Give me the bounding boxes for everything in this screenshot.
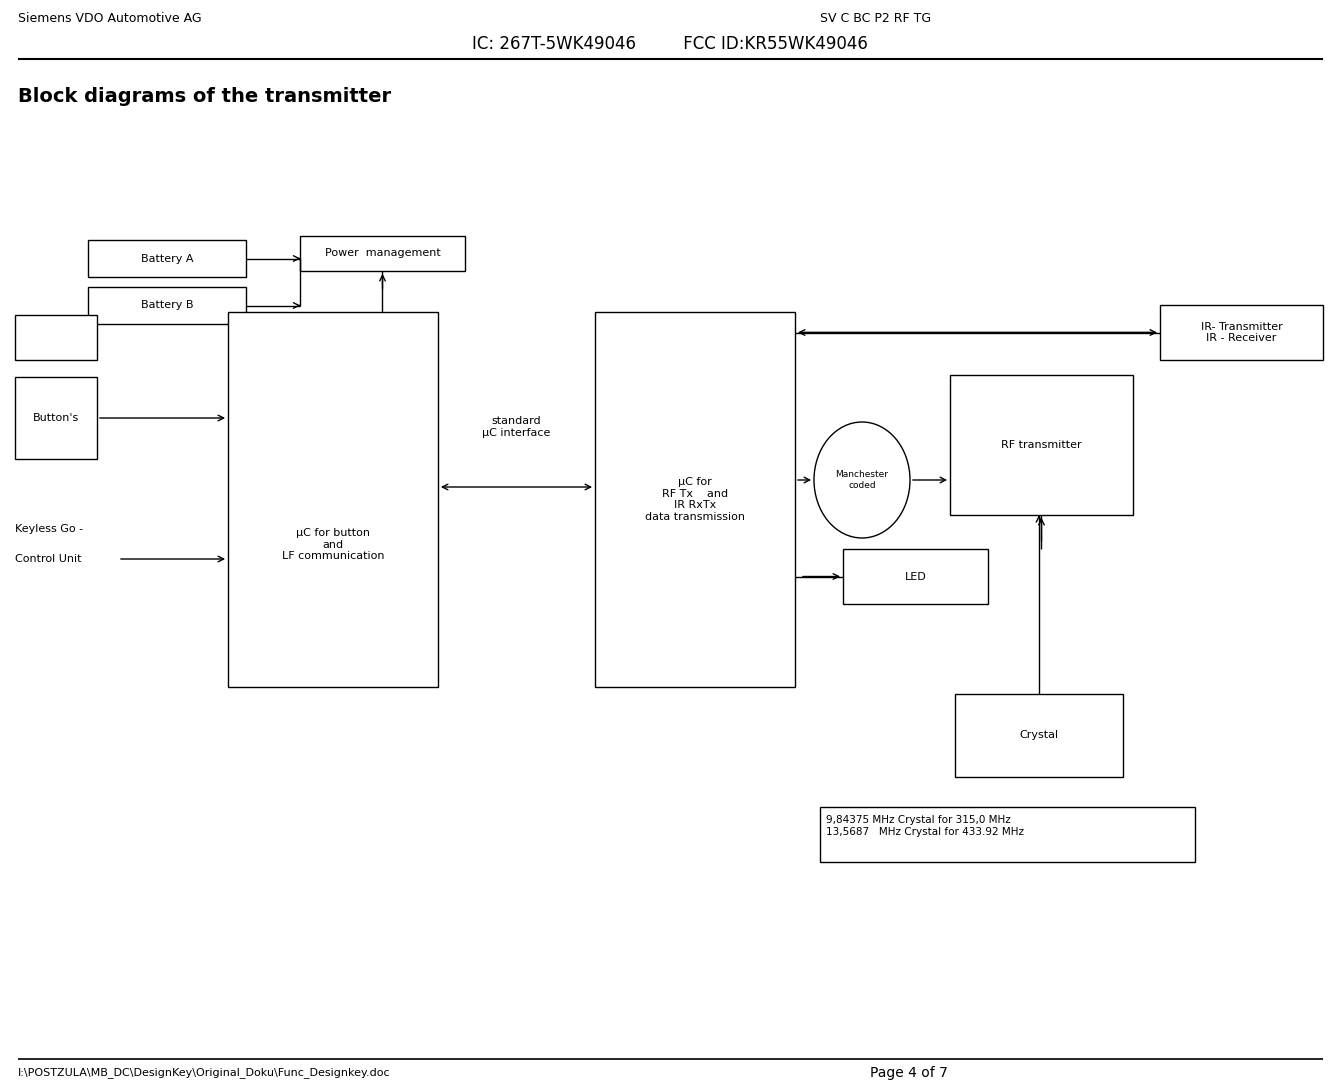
Bar	[300, 236, 465, 271]
Ellipse shape	[814, 422, 911, 538]
Bar	[228, 312, 439, 687]
Text: μC for button
and
LF communication: μC for button and LF communication	[282, 528, 385, 561]
Text: I:\POSTZULA\MB_DC\DesignKey\Original_Doku\Func_Designkey.doc: I:\POSTZULA\MB_DC\DesignKey\Original_Dok…	[17, 1067, 390, 1078]
Text: Page 4 of 7: Page 4 of 7	[870, 1066, 948, 1080]
Text: Button's: Button's	[34, 413, 79, 423]
Bar	[1160, 305, 1324, 360]
Bar	[15, 377, 97, 459]
Bar	[15, 315, 97, 360]
Text: Battery A: Battery A	[141, 253, 193, 263]
Bar	[89, 287, 245, 324]
Bar	[819, 807, 1195, 862]
Text: LED: LED	[905, 572, 927, 582]
Bar	[595, 312, 795, 687]
Text: IR- Transmitter
IR - Receiver: IR- Transmitter IR - Receiver	[1200, 322, 1282, 343]
Text: IC: 267T-5WK49046         FCC ID:KR55WK49046: IC: 267T-5WK49046 FCC ID:KR55WK49046	[472, 35, 868, 53]
Bar	[949, 375, 1133, 515]
Text: Crystal: Crystal	[1019, 730, 1058, 740]
Text: Battery B: Battery B	[141, 300, 193, 311]
Bar	[843, 549, 988, 604]
Text: SV C BC P2 RF TG: SV C BC P2 RF TG	[819, 12, 931, 25]
Text: RF transmitter: RF transmitter	[1002, 440, 1082, 450]
Text: standard
μC interface: standard μC interface	[483, 416, 551, 438]
Text: Keyless Go -: Keyless Go -	[15, 524, 83, 534]
Text: Siemens VDO Automotive AG: Siemens VDO Automotive AG	[17, 12, 201, 25]
Bar	[89, 240, 245, 277]
Text: Manchester
coded: Manchester coded	[835, 471, 889, 490]
Text: Block diagrams of the transmitter: Block diagrams of the transmitter	[17, 87, 392, 107]
Text: Power  management: Power management	[325, 249, 440, 259]
Text: 9,84375 MHz Crystal for 315,0 MHz
13,5687   MHz Crystal for 433.92 MHz: 9,84375 MHz Crystal for 315,0 MHz 13,568…	[826, 815, 1025, 837]
Bar	[955, 694, 1122, 777]
Text: Control Unit: Control Unit	[15, 554, 82, 564]
Text: μC for
RF Tx    and
IR RxTx
data transmission: μC for RF Tx and IR RxTx data transmissi…	[645, 477, 746, 522]
